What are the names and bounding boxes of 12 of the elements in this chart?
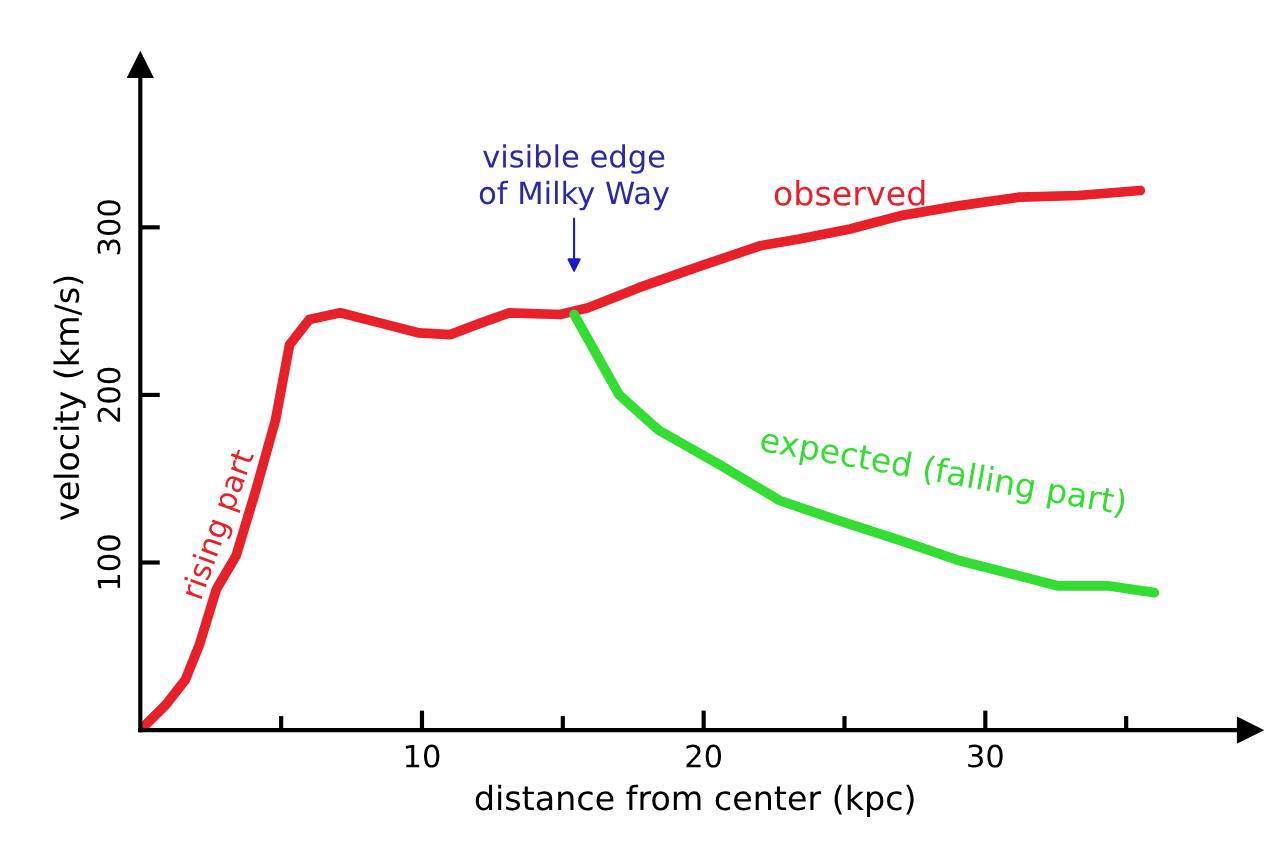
annotation: rising part	[179, 447, 260, 602]
x-tick-label: 20	[686, 744, 722, 768]
annotation: visible edge of Milky Way	[479, 144, 670, 211]
y-tick-label: 200	[97, 367, 121, 422]
y-tick-label: 300	[97, 200, 121, 255]
y-axis-title: velocity (km/s)	[53, 276, 86, 521]
x-tick-label: 30	[968, 744, 1003, 768]
x-axis-title: distance from center (kpc)	[475, 784, 914, 817]
series-label: observed	[774, 180, 925, 206]
text: expected (falling part)	[758, 425, 1127, 522]
x-tick-label: 10	[405, 744, 440, 768]
y-tick-label: 100	[97, 535, 121, 589]
